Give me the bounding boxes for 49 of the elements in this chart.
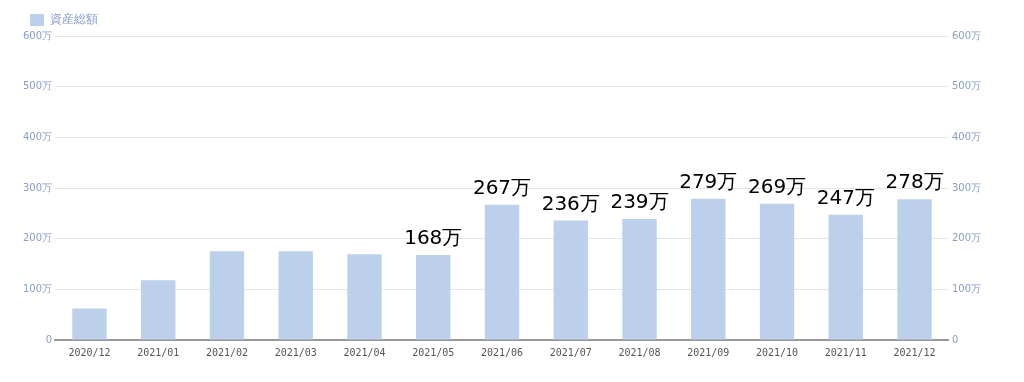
bar [622,218,657,340]
x-tick-label: 2020/12 [68,346,111,358]
y2-tick-label: 0 [951,333,959,345]
x-tick-label: 2021/08 [618,346,661,358]
legend-label: 資産総額 [50,12,98,27]
x-tick-label: 2021/04 [343,346,386,358]
bar [347,254,382,340]
y-tick-label: 0 [45,333,53,345]
bar [278,251,313,340]
bar [691,198,726,340]
bar [484,204,520,340]
data-label: 247万 [816,185,875,210]
data-label: 239万 [610,189,669,214]
x-tick-label: 2021/09 [687,346,730,358]
x-tick-label: 2021/01 [137,346,180,358]
bar [209,251,245,340]
bar [828,214,863,340]
y2-tick-label: 500万 [951,80,982,92]
data-label: 269万 [747,173,807,198]
data-label: 267万 [472,174,532,199]
y2-tick-label: 200万 [951,232,982,244]
y-tick-label: 400万 [22,130,53,142]
y-tick-label: 100万 [22,282,53,294]
bar [759,203,795,340]
x-tick-label: 2021/12 [893,346,936,358]
y-tick-label: 300万 [22,181,53,193]
y-tick-label: 600万 [22,29,53,41]
y-tick-label: 500万 [22,80,53,92]
x-tick-label: 2021/05 [412,346,455,358]
y2-tick-label: 300万 [951,181,982,193]
y2-tick-label: 100万 [951,282,982,294]
x-tick-label: 2021/11 [824,346,867,358]
bar [553,220,588,340]
x-tick-label: 2021/07 [549,346,592,358]
y-tick-label: 200万 [22,232,53,244]
data-label: 278万 [885,169,944,194]
bar [897,199,932,340]
bar [72,308,107,340]
x-tick-label: 2021/10 [755,346,799,358]
x-tick-label: 2021/02 [205,346,249,358]
x-tick-label: 2021/06 [480,346,524,358]
x-tick-label: 2021/03 [274,346,317,358]
y2-tick-label: 600万 [951,29,982,41]
data-label: 168万 [404,225,463,250]
data-label: 279万 [679,168,738,193]
bar [416,254,451,340]
y2-tick-label: 400万 [951,130,982,142]
bar [141,280,176,340]
data-label: 236万 [541,190,600,215]
